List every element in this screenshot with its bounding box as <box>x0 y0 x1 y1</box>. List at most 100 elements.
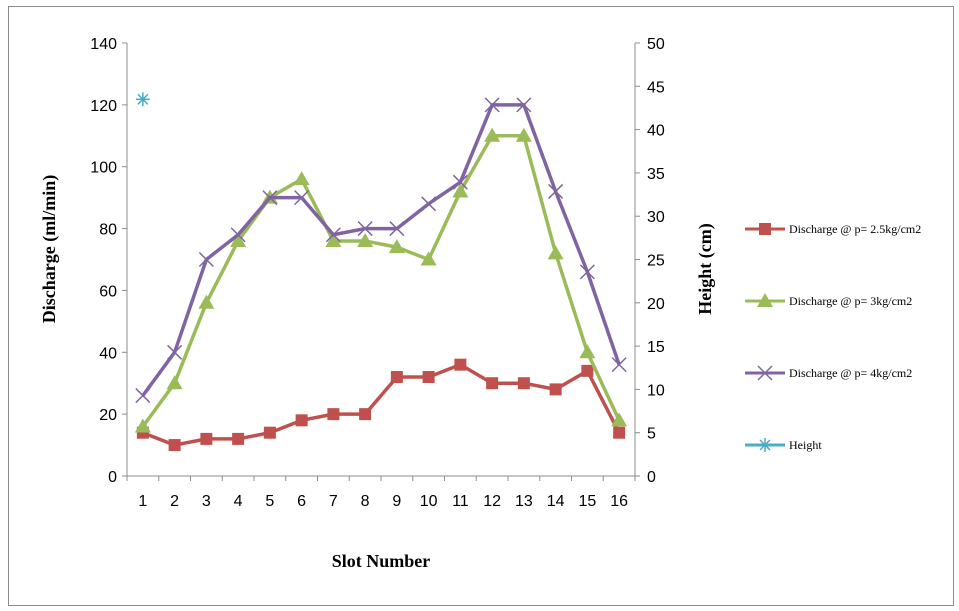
series-2-point <box>357 232 374 247</box>
series-2-point <box>166 375 183 390</box>
legend-marker <box>757 365 773 381</box>
series-3-point <box>611 357 627 373</box>
series-3-point <box>484 97 500 113</box>
y2-tick-label: 10 <box>647 382 665 399</box>
y2-tick-label: 30 <box>647 209 665 226</box>
y-tick-label: 60 <box>99 283 117 300</box>
series-2-point <box>388 239 405 254</box>
series-3-point <box>516 97 532 113</box>
y2-tick-label: 35 <box>647 166 665 183</box>
x-tick-label: 13 <box>515 493 533 510</box>
series-1-point <box>232 432 245 445</box>
series-1-point <box>200 432 213 445</box>
y2-tick-label: 50 <box>647 36 665 53</box>
y-tick-label: 0 <box>108 469 117 486</box>
y-tick-label: 40 <box>99 345 117 362</box>
legend-label: Height <box>789 438 822 452</box>
series-2-point <box>452 183 469 198</box>
y-tick-label: 140 <box>90 36 117 53</box>
x-tick-label: 5 <box>265 493 274 510</box>
y-tick-label: 120 <box>90 98 117 115</box>
y-tick-label: 20 <box>99 407 117 424</box>
series-1-point <box>613 426 626 439</box>
series-1 <box>136 358 626 452</box>
series-3-point <box>389 221 405 237</box>
y-tick-label: 80 <box>99 222 117 239</box>
series-3-line <box>141 103 621 397</box>
y2-tick-label: 15 <box>647 339 665 356</box>
series-1-point <box>327 408 340 421</box>
series-1-point <box>549 383 562 396</box>
series-1-point <box>581 364 594 377</box>
legend-item-4: Height <box>745 438 822 452</box>
series-3 <box>135 97 627 404</box>
y2-tick-label: 20 <box>647 296 665 313</box>
x-tick-label: 9 <box>392 493 401 510</box>
x-tick-label: 4 <box>234 493 243 510</box>
y2-tick-label: 45 <box>647 79 665 96</box>
x-tick-label: 2 <box>170 493 179 510</box>
y-axis-title: Discharge (ml/min) <box>39 175 60 323</box>
series-1-point <box>422 371 435 384</box>
series-2-point <box>579 344 596 359</box>
y2-tick-label: 5 <box>647 426 656 443</box>
y-tick-label: 100 <box>90 160 117 177</box>
series-2-point <box>293 171 310 186</box>
series-3-point <box>452 174 468 190</box>
series-2-line <box>141 134 621 428</box>
series-1-point <box>454 358 467 371</box>
series-3-point <box>198 251 214 268</box>
series-2-point <box>198 294 215 309</box>
x-tick-label: 11 <box>452 493 469 510</box>
series-2-point <box>484 127 501 142</box>
x-tick-label: 7 <box>329 493 338 510</box>
y2-tick-label: 40 <box>647 123 665 140</box>
series-4 <box>135 92 150 107</box>
x-tick-label: 8 <box>361 493 370 510</box>
series-3-point <box>325 227 341 243</box>
series-3-point <box>294 190 310 206</box>
series-3-point <box>262 190 278 206</box>
y2-axis-title: Height (cm) <box>695 223 716 314</box>
series-2-point <box>230 232 247 247</box>
x-tick-label: 16 <box>610 493 628 510</box>
legend-marker <box>758 438 772 452</box>
series-layer <box>134 92 628 452</box>
series-3-point <box>579 264 595 280</box>
x-tick-label: 10 <box>420 493 438 510</box>
legend-label: Discharge @ p= 4kg/cm2 <box>789 366 912 380</box>
series-1-point <box>263 426 276 439</box>
series-1-point <box>295 414 308 427</box>
x-tick-label: 15 <box>578 493 596 510</box>
legend-label: Discharge @ p= 3kg/cm2 <box>789 294 912 308</box>
series-1-point <box>168 439 181 452</box>
series-3-point <box>421 196 437 212</box>
legend-item-2: Discharge @ p= 3kg/cm2 <box>745 293 912 308</box>
series-1-line <box>142 362 621 447</box>
series-3-point <box>357 221 373 237</box>
series-3-point <box>230 227 246 243</box>
series-2-point <box>515 127 532 142</box>
series-3-point <box>135 388 151 404</box>
series-1-point <box>359 408 372 421</box>
series-2-point <box>325 232 342 247</box>
series-1-point <box>390 371 403 384</box>
legend-marker <box>757 293 773 307</box>
series-2-point <box>134 418 151 433</box>
series-1-point <box>517 377 530 390</box>
y2-tick-label: 25 <box>647 253 665 270</box>
legend-item-3: Discharge @ p= 4kg/cm2 <box>745 365 912 381</box>
series-2-point <box>611 412 628 427</box>
legend: Discharge @ p= 2.5kg/cm2 Discharge @ p= 3… <box>745 222 921 452</box>
legend-marker <box>759 223 771 235</box>
x-tick-label: 12 <box>483 493 501 510</box>
x-tick-label: 3 <box>202 493 211 510</box>
x-tick-label: 14 <box>547 493 565 510</box>
y2-tick-label: 0 <box>647 469 656 486</box>
series-2-point <box>547 245 564 260</box>
legend-item-1: Discharge @ p= 2.5kg/cm2 <box>745 222 921 236</box>
series-2-point <box>420 251 437 266</box>
x-tick-label: 1 <box>138 493 147 510</box>
